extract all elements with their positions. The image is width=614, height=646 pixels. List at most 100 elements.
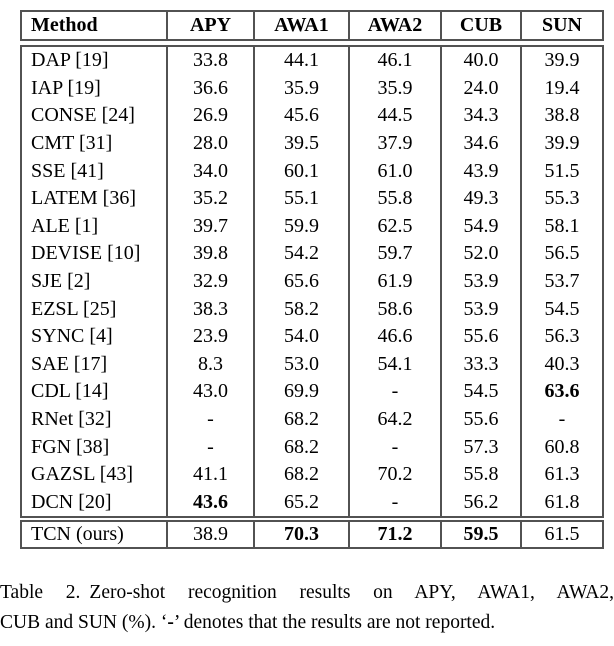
value-cell: 40.3 — [544, 352, 580, 375]
value-cell: 33.8 — [168, 47, 255, 75]
table-row: FGN [38] -68.2-57.3 60.8 — [22, 433, 602, 461]
value-cell: 37.9 — [350, 129, 442, 158]
value-cell: - — [350, 378, 442, 406]
value-cell: 56.3 — [544, 325, 580, 348]
value-cell: 38.9 — [168, 522, 255, 548]
value-cell: 55.8 — [442, 460, 522, 489]
value-cell: 44.1 — [255, 47, 350, 75]
column-header-sun: SUN — [541, 14, 582, 36]
method-cell: SJE [2] — [22, 267, 168, 296]
method-cell: DEVISE [10] — [22, 240, 168, 268]
value-cell: 70.2 — [350, 460, 442, 489]
value-cell: 60.8 — [544, 435, 580, 458]
table-row: ALE [1] 39.7 59.9 62.5 54.9 58.1 — [22, 212, 602, 241]
value-cell: - — [350, 433, 442, 461]
value-cell: 61.5 — [544, 523, 580, 546]
value-cell: 54.9 — [442, 212, 522, 241]
table-row: GAZSL [43] 41.1 68.2 70.2 55.8 61.3 — [22, 460, 602, 489]
results-table: Method APY AWA1 AWA2 CUB SUN DAP [19] 33.… — [20, 10, 604, 550]
value-cell: - — [168, 405, 255, 434]
value-cell: 32.9 — [168, 267, 255, 296]
value-cell: 60.1 — [255, 157, 350, 185]
table-header: Method APY AWA1 AWA2 CUB SUN — [20, 10, 604, 41]
value-cell: 55.8 — [350, 184, 442, 213]
value-cell: 53.7 — [544, 270, 580, 293]
value-cell: 55.1 — [255, 184, 350, 213]
method-cell: SAE [17] — [22, 350, 168, 379]
table-row: CONSE [24] 26.9 45.6 44.5 34.3 38.8 — [22, 102, 602, 130]
value-cell: 53.9 — [442, 295, 522, 323]
value-cell: 53.9 — [442, 267, 522, 296]
method-cell: RNet [32] — [22, 405, 168, 434]
caption-text-1: Zero-shot recognition results on APY, AW… — [89, 582, 614, 603]
value-cell: 61.9 — [350, 267, 442, 296]
value-cell: 61.0 — [350, 157, 442, 185]
value-cell: 46.6 — [350, 322, 442, 351]
value-cell: 49.3 — [442, 184, 522, 213]
method-cell: IAP [19] — [22, 74, 168, 103]
method-cell: FGN [38] — [22, 433, 168, 461]
method-cell: CDL [14] — [22, 378, 168, 406]
method-cell: CMT [31] — [22, 129, 168, 158]
value-cell: 68.2 — [255, 405, 350, 434]
value-cell: 8.3 — [168, 350, 255, 379]
value-cell: 54.1 — [350, 350, 442, 379]
value-cell: 36.6 — [168, 74, 255, 103]
table-row: RNet [32] -68.2 64.2 55.6- — [22, 405, 602, 434]
value-cell: 38.3 — [168, 295, 255, 323]
value-cell: 39.9 — [544, 49, 580, 72]
value-cell: 34.0 — [168, 157, 255, 185]
value-cell: 35.9 — [255, 74, 350, 103]
table-row: CMT [31] 28.0 39.5 37.9 34.6 39.9 — [22, 129, 602, 158]
caption-text-2b: ’ denotes that the results are not repor… — [173, 612, 496, 633]
value-cell: 39.8 — [168, 240, 255, 268]
value-cell: 57.3 — [442, 433, 522, 461]
value-cell: 23.9 — [168, 322, 255, 351]
value-cell: 28.0 — [168, 129, 255, 158]
header-row: Method APY AWA1 AWA2 CUB SUN — [22, 12, 602, 39]
table-row: SAE [17] 8.3 53.0 54.1 33.3 40.3 — [22, 350, 602, 379]
value-cell: 24.0 — [442, 74, 522, 103]
table-row: SYNC [4] 23.9 54.0 46.6 55.6 56.3 — [22, 322, 602, 351]
value-cell: 54.5 — [442, 378, 522, 406]
value-cell: 35.2 — [168, 184, 255, 213]
method-cell: SYNC [4] — [22, 322, 168, 351]
value-cell: 58.2 — [255, 295, 350, 323]
value-cell: 51.5 — [544, 159, 580, 182]
value-cell: 63.6 — [544, 380, 580, 403]
table-row: DEVISE [10] 39.8 54.2 59.7 52.0 56.5 — [22, 240, 602, 268]
value-cell: 54.5 — [544, 297, 580, 320]
table-row: IAP [19] 36.6 35.9 35.9 24.0 19.4 — [22, 74, 602, 103]
method-cell: DCN [20] — [22, 488, 168, 517]
value-cell: 52.0 — [442, 240, 522, 268]
method-cell: SSE [41] — [22, 157, 168, 185]
column-header-cub: CUB — [442, 12, 522, 39]
value-cell: 55.6 — [442, 322, 522, 351]
caption-dash: - — [167, 612, 174, 633]
value-cell: 56.2 — [442, 488, 522, 517]
caption-line-2: CUB and SUN (%). ‘-’ denotes that the re… — [0, 608, 614, 638]
value-cell: 43.9 — [442, 157, 522, 185]
value-cell: 19.4 — [544, 76, 580, 99]
value-cell: 59.9 — [255, 212, 350, 241]
value-cell: 68.2 — [255, 460, 350, 489]
value-cell: 69.9 — [255, 378, 350, 406]
value-cell: 41.1 — [168, 460, 255, 489]
value-cell: 61.8 — [544, 490, 580, 513]
value-cell: 59.5 — [442, 522, 522, 548]
value-cell: - — [350, 488, 442, 517]
value-cell: 64.2 — [350, 405, 442, 434]
table-row: CDL [14] 43.0 69.9-54.5 63.6 — [22, 378, 602, 406]
value-cell: 54.2 — [255, 240, 350, 268]
value-cell: 35.9 — [350, 74, 442, 103]
value-cell: 43.6 — [168, 488, 255, 517]
caption-label: Table 2. — [0, 582, 81, 603]
table-row: EZSL [25] 38.3 58.2 58.6 53.9 54.5 — [22, 295, 602, 323]
column-header-method: Method — [22, 12, 168, 39]
value-cell: 53.0 — [255, 350, 350, 379]
value-cell: 70.3 — [255, 522, 350, 548]
value-cell: 59.7 — [350, 240, 442, 268]
value-cell: 68.2 — [255, 433, 350, 461]
table-final: TCN (ours) 38.9 70.3 71.2 59.5 61.5 — [20, 520, 604, 550]
